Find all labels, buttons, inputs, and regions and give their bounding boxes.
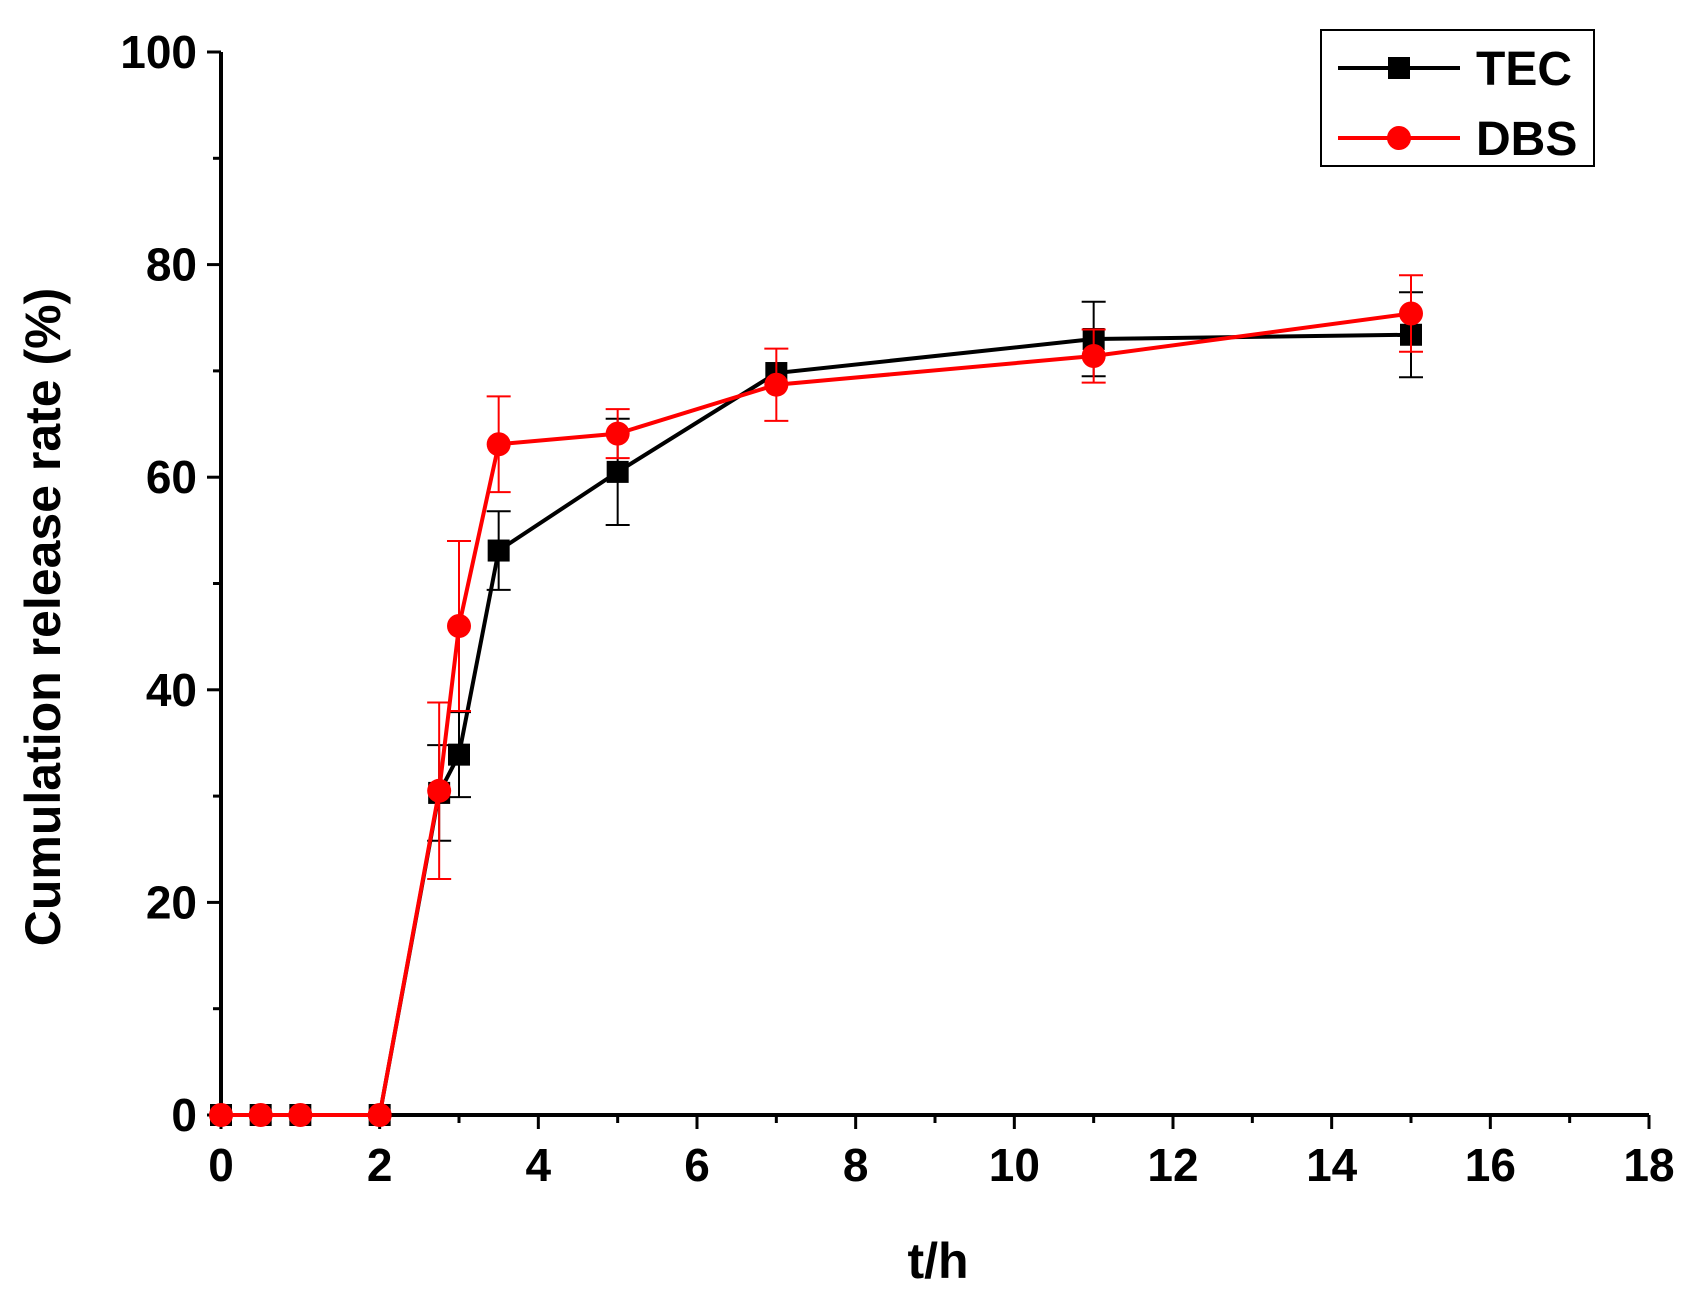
dbs-point bbox=[288, 1103, 313, 1127]
x-tick-label: 10 bbox=[989, 1139, 1040, 1191]
x-tick-label: 18 bbox=[1623, 1139, 1674, 1191]
x-tick-label: 14 bbox=[1306, 1139, 1358, 1191]
dbs-line bbox=[221, 311, 1412, 1117]
x-axis-title: t/h bbox=[907, 1233, 968, 1289]
y-tick-label: 100 bbox=[120, 26, 197, 78]
dbs-point bbox=[209, 1103, 233, 1127]
x-tick-label: 16 bbox=[1465, 1139, 1516, 1191]
legend-item-dbs: DBS bbox=[1338, 113, 1577, 166]
dbs-point bbox=[605, 421, 630, 446]
dbs-point bbox=[1081, 344, 1106, 369]
tec-point bbox=[448, 743, 470, 766]
legend-box bbox=[1320, 29, 1595, 167]
x-tick-label: 0 bbox=[208, 1139, 234, 1191]
y-axis-ticks: 0 20 40 60 80 100 bbox=[120, 26, 221, 1141]
y-tick-label: 60 bbox=[146, 451, 197, 503]
series-dbs bbox=[209, 274, 1423, 1127]
y-tick-label: 20 bbox=[146, 876, 197, 928]
y-tick-label: 0 bbox=[171, 1089, 197, 1141]
dbs-point bbox=[367, 1103, 392, 1127]
dbs-point bbox=[1399, 301, 1423, 326]
legend-marker-tec bbox=[1388, 57, 1410, 79]
x-tick-label: 12 bbox=[1147, 1139, 1198, 1191]
x-tick-label: 2 bbox=[367, 1139, 393, 1191]
dbs-point bbox=[764, 372, 789, 397]
x-tick-label: 8 bbox=[843, 1139, 869, 1191]
dbs-point bbox=[447, 614, 471, 639]
series-tec bbox=[210, 291, 1423, 1126]
tec-point bbox=[606, 460, 629, 483]
y-axis-title: Cumulation release rate (%) bbox=[15, 288, 71, 947]
dbs-point bbox=[248, 1103, 273, 1127]
dbs-point bbox=[427, 778, 452, 803]
dbs-point bbox=[486, 432, 511, 457]
x-axis-ticks: 0 2 4 6 8 10 12 14 16 18 bbox=[208, 1115, 1675, 1191]
x-tick-label: 6 bbox=[684, 1139, 710, 1191]
y-tick-label: 80 bbox=[146, 239, 197, 291]
legend-item-tec: TEC bbox=[1338, 43, 1572, 96]
legend: TEC DBS bbox=[1320, 29, 1595, 167]
tec-point bbox=[487, 539, 510, 562]
series-layer bbox=[209, 274, 1423, 1127]
x-tick-label: 4 bbox=[526, 1139, 552, 1191]
y-tick-label: 40 bbox=[146, 664, 197, 716]
legend-label-tec: TEC bbox=[1476, 43, 1572, 96]
axes bbox=[219, 52, 1649, 1117]
legend-marker-dbs bbox=[1387, 126, 1411, 150]
legend-label-dbs: DBS bbox=[1476, 113, 1577, 166]
